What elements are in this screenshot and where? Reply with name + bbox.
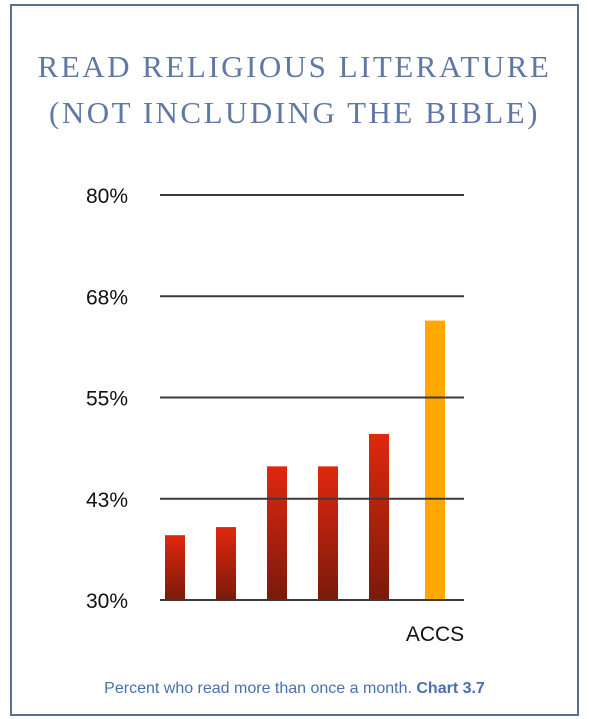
- bar: [216, 527, 236, 600]
- y-tick-label: 30%: [86, 590, 128, 613]
- chart-title: READ RELIGIOUS LITERATURE (NOT INCLUDING…: [0, 44, 589, 136]
- chart-title-line-1: READ RELIGIOUS LITERATURE: [37, 49, 552, 84]
- bar: [165, 535, 185, 600]
- bar: [267, 466, 287, 600]
- caption-text: Percent who read more than once a month.: [104, 680, 412, 697]
- y-tick-labels-group: 80% 68% 55% 43% 30%: [86, 185, 128, 613]
- y-tick-label: 68%: [86, 286, 128, 309]
- bars-group: [165, 320, 445, 600]
- bar-highlighted: [425, 320, 445, 600]
- bar: [369, 433, 389, 600]
- y-tick-label: 80%: [86, 185, 128, 208]
- y-tick-label: 55%: [86, 388, 128, 411]
- chart-reference: Chart 3.7: [416, 680, 485, 697]
- bar: [318, 466, 338, 600]
- y-tick-label: 43%: [86, 489, 128, 512]
- chart-title-line-2: (NOT INCLUDING THE BIBLE): [49, 95, 540, 130]
- x-tick-labels-group: ACCS: [406, 623, 464, 646]
- gridlines-group: [160, 194, 464, 601]
- chart-frame: [10, 4, 579, 716]
- x-tick-label: ACCS: [406, 623, 464, 646]
- chart-caption: Percent who read more than once a month.…: [0, 680, 589, 698]
